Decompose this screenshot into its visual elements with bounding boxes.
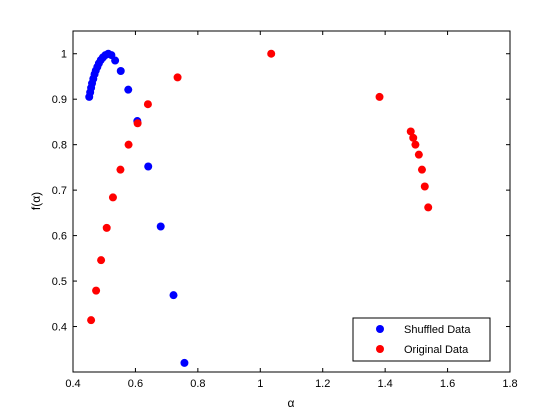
data-point: [124, 85, 133, 94]
y-axis-label: f(α): [29, 192, 43, 210]
x-tick-label: 1.4: [377, 378, 392, 390]
data-point: [102, 223, 111, 232]
data-points: [85, 49, 433, 367]
y-tick-label: 0.5: [52, 276, 67, 288]
data-point: [414, 150, 423, 159]
data-point: [144, 162, 153, 171]
data-point: [417, 165, 426, 174]
legend-box: [352, 317, 491, 362]
y-tick-label: 0.6: [52, 231, 67, 243]
y-tick-label: 0.7: [52, 185, 67, 197]
data-point: [173, 73, 182, 82]
y-tick-label: 1: [61, 49, 67, 61]
data-point: [420, 182, 429, 191]
data-point: [87, 316, 96, 325]
data-point: [133, 119, 142, 128]
plot-area: [72, 30, 511, 373]
y-tick-label: 0.4: [52, 322, 67, 334]
legend-marker-shuffled: [376, 325, 384, 333]
data-point: [411, 140, 420, 149]
x-tick-label: 1.8: [502, 378, 517, 390]
data-point: [116, 67, 125, 76]
data-point: [116, 165, 125, 174]
data-point: [111, 56, 120, 65]
y-axis-ticks: 0.4 0.5 0.6 0.7 0.8 0.9 1: [52, 49, 510, 334]
series-original: [87, 49, 433, 325]
x-tick-label: 1: [257, 378, 263, 390]
data-point: [169, 291, 178, 300]
legend-marker-original: [376, 345, 384, 353]
y-tick-label: 0.8: [52, 140, 67, 152]
data-point: [180, 358, 189, 367]
x-tick-label: 0.4: [65, 378, 80, 390]
x-tick-label: 0.6: [128, 378, 143, 390]
data-point: [108, 193, 117, 202]
x-tick-label: 1.2: [315, 378, 330, 390]
y-tick-label: 0.9: [52, 94, 67, 106]
x-tick-label: 0.8: [190, 378, 205, 390]
data-point: [143, 100, 152, 109]
data-point: [267, 49, 276, 58]
x-axis-label: α: [288, 396, 295, 410]
data-point: [156, 222, 165, 231]
data-point: [124, 140, 133, 149]
data-point: [424, 203, 433, 212]
data-point: [406, 127, 415, 136]
data-point: [97, 256, 106, 265]
data-point: [409, 133, 418, 142]
x-axis-ticks: 0.4 0.6 0.8 1 1.2 1.4 1.6 1.8: [65, 31, 518, 390]
legend-label-original: Original Data: [404, 344, 469, 356]
legend: Shuffled Data Original Data: [352, 317, 491, 362]
x-tick-label: 1.6: [440, 378, 455, 390]
legend-label-shuffled: Shuffled Data: [404, 324, 471, 336]
data-point: [375, 92, 384, 101]
series-shuffled: [85, 49, 189, 367]
data-point: [92, 286, 101, 295]
